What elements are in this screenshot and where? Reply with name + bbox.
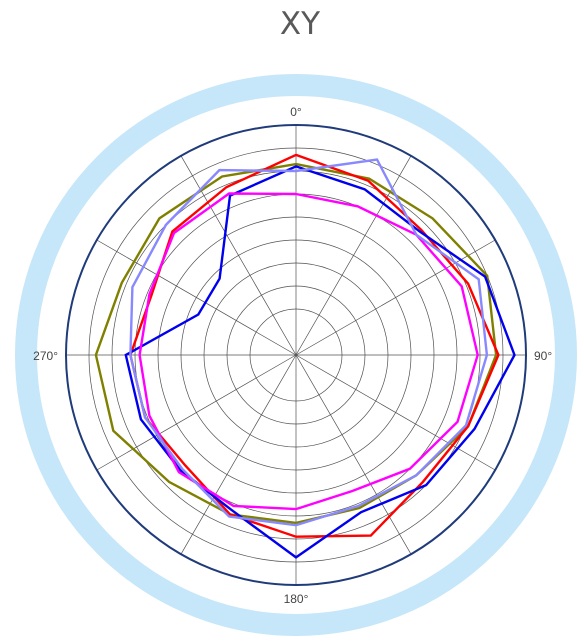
grid-spoke-300 xyxy=(96,239,297,356)
angular-tick-labels: 0° 90° 180° 270° xyxy=(33,105,552,606)
angle-tick-label: 90° xyxy=(534,349,552,363)
grid-spoke-120 xyxy=(295,354,496,471)
series-group xyxy=(94,153,516,559)
frame-circle xyxy=(65,124,527,586)
series-line-5 xyxy=(129,158,489,527)
grid xyxy=(65,124,527,586)
grid-spoke-330 xyxy=(180,155,297,356)
outer-ring xyxy=(15,74,577,636)
angle-tick-label: 180° xyxy=(284,592,309,606)
angle-tick-label: 0° xyxy=(290,105,302,119)
series-line-3 xyxy=(124,165,516,559)
page-title: XY xyxy=(279,6,321,42)
series-line-4 xyxy=(138,192,479,511)
angle-tick-label: 270° xyxy=(33,349,58,363)
series-line-1 xyxy=(94,162,498,525)
grid-spoke-240 xyxy=(96,354,297,471)
grid-spoke-210 xyxy=(180,354,297,555)
frame xyxy=(65,124,527,586)
series-line-2 xyxy=(129,153,500,538)
grid-spoke-150 xyxy=(295,354,412,555)
outer-ring-circle xyxy=(15,74,577,636)
grid-spoke-60 xyxy=(295,239,496,356)
